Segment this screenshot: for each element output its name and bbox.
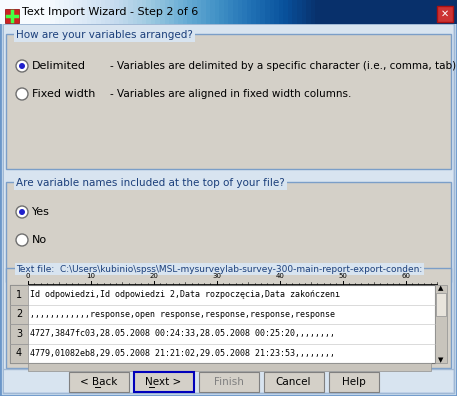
Circle shape <box>16 60 28 72</box>
Text: Id odpowiedzi,Id odpowiedzi 2,Data rozpoczęcia,Data zakończenı: Id odpowiedzi,Id odpowiedzi 2,Data rozpo… <box>30 290 340 299</box>
Bar <box>0 0 457 24</box>
Bar <box>435 285 447 363</box>
Text: 4779,01082eb8,29.05.2008 21:21:02,29.05.2008 21:23:53,,,,,,,,: 4779,01082eb8,29.05.2008 21:21:02,29.05.… <box>30 349 335 358</box>
Text: ,,,,,,,,,,,,response,open response,response,response,response: ,,,,,,,,,,,,response,open response,respo… <box>30 310 335 319</box>
Text: - Variables are delimited by a specific character (i.e., comma, tab).: - Variables are delimited by a specific … <box>110 61 457 71</box>
Bar <box>6 34 451 169</box>
Text: 50: 50 <box>338 273 347 279</box>
Text: Fixed width: Fixed width <box>32 89 96 99</box>
Text: 20: 20 <box>149 273 158 279</box>
Text: 3: 3 <box>16 329 22 339</box>
Text: Yes: Yes <box>32 207 50 217</box>
Text: Cancel: Cancel <box>276 377 311 387</box>
Bar <box>264 372 324 392</box>
Text: 1: 1 <box>16 290 22 300</box>
Circle shape <box>16 206 28 218</box>
Bar <box>69 372 128 392</box>
Text: 4727,3847fc03,28.05.2008 00:24:33,28.05.2008 00:25:20,,,,,,,,: 4727,3847fc03,28.05.2008 00:24:33,28.05.… <box>30 329 335 338</box>
Bar <box>6 182 451 282</box>
Text: < Back: < Back <box>80 377 117 387</box>
Text: No: No <box>32 235 47 245</box>
Text: ▼: ▼ <box>438 357 444 363</box>
Text: 40: 40 <box>275 273 284 279</box>
Text: Delimited: Delimited <box>32 61 86 71</box>
Bar <box>6 268 451 368</box>
Bar <box>198 372 259 392</box>
Bar <box>329 372 378 392</box>
Text: - Variables are aligned in fixed width columns.: - Variables are aligned in fixed width c… <box>110 89 351 99</box>
Text: 4: 4 <box>16 348 22 358</box>
Text: 2: 2 <box>16 309 22 319</box>
Text: 30: 30 <box>212 273 221 279</box>
Circle shape <box>16 234 28 246</box>
Text: 60: 60 <box>401 273 410 279</box>
Text: ✕: ✕ <box>441 9 449 19</box>
Bar <box>10 285 435 363</box>
Circle shape <box>16 88 28 100</box>
Text: Text file:  C:\Users\kubinio\spss\MSL-mysurveylab-survey-300-main-report-export-: Text file: C:\Users\kubinio\spss\MSL-mys… <box>16 265 422 274</box>
Bar <box>436 293 446 316</box>
Text: How are your variables arranged?: How are your variables arranged? <box>16 30 193 40</box>
Text: ▲: ▲ <box>438 285 444 291</box>
Text: 0: 0 <box>26 273 30 279</box>
Bar <box>28 363 431 371</box>
Text: 10: 10 <box>86 273 96 279</box>
Text: Finish: Finish <box>213 377 244 387</box>
Text: Text Import Wizard - Step 2 of 6: Text Import Wizard - Step 2 of 6 <box>22 7 198 17</box>
Bar <box>10 285 28 363</box>
Circle shape <box>19 209 25 215</box>
Text: Help: Help <box>342 377 366 387</box>
Bar <box>5 9 19 23</box>
Bar <box>133 372 193 392</box>
Text: Are variable names included at the top of your file?: Are variable names included at the top o… <box>16 178 285 188</box>
Bar <box>437 6 453 22</box>
Text: Next >: Next > <box>145 377 181 387</box>
Circle shape <box>19 63 25 69</box>
